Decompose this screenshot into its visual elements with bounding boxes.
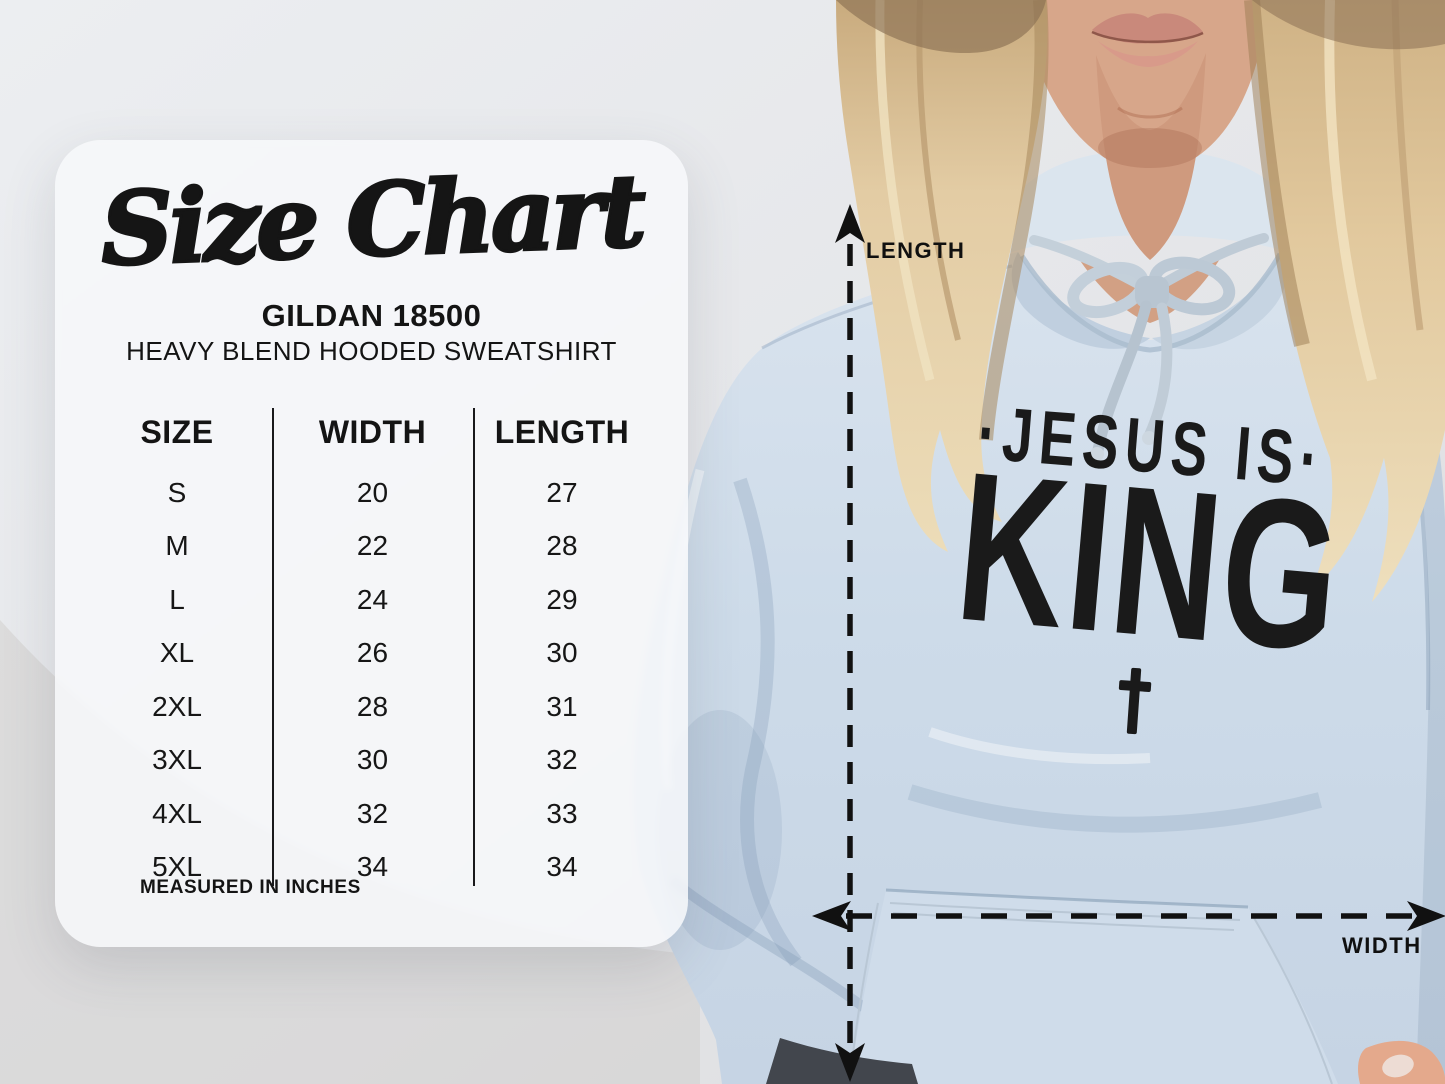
width-cell: 34 [356,851,389,883]
product-name: HEAVY BLEND HOODED SWEATSHIRT [126,336,617,366]
length-cell: 32 [546,744,578,776]
product-code: GILDAN 18500 [261,298,482,333]
pocket [849,888,1338,1084]
width-arrow [812,901,1445,931]
size-cell: 3XL [152,744,202,776]
length-cell: 27 [546,476,578,508]
width-label: WIDTH [1342,933,1422,958]
size-cell: 2XL [152,690,202,722]
size-cell: L [169,583,185,615]
hair [836,0,1445,602]
length-arrow [835,204,865,1082]
size-chart-panel: Size Chart GILDAN 18500 HEAVY BLEND HOOD… [55,140,688,947]
length-cell: 31 [546,690,578,722]
hand [1358,1040,1445,1084]
header-cell-length: LENGTH [494,413,630,450]
width-cell: 26 [356,637,389,669]
width-cell: 22 [356,530,389,562]
drawstring-bow [1029,233,1269,461]
length-cell: 29 [546,583,578,615]
header-cell-size: SIZE [140,413,214,450]
width-cell: 32 [356,797,389,829]
size-cell: M [165,530,189,562]
size-cell: S [167,476,187,508]
size-cell: 4XL [152,797,202,829]
header-cell-width: WIDTH [318,413,427,450]
units-footnote: MEASURED IN INCHES [140,877,361,898]
length-cell: 30 [546,637,578,669]
size-cell: XL [159,637,195,669]
width-cell: 28 [356,690,389,722]
size-table-body: S 20 27 M 22 28 L 24 29 XL 26 30 2XL 28 … [55,466,688,894]
face [1022,0,1268,323]
width-cell: 30 [356,744,389,776]
length-label: LENGTH [866,238,966,263]
person [633,0,1445,1084]
column-divider [272,408,274,886]
column-divider [473,408,475,886]
length-cell: 34 [546,851,578,883]
size-table-header: SIZE WIDTH LENGTH [55,410,688,454]
width-cell: 20 [356,476,389,508]
length-cell: 33 [546,797,578,829]
panel-title: Size Chart [97,150,645,290]
width-cell: 24 [356,583,389,615]
length-cell: 28 [546,530,578,562]
size-cell: 5XL [152,851,202,883]
